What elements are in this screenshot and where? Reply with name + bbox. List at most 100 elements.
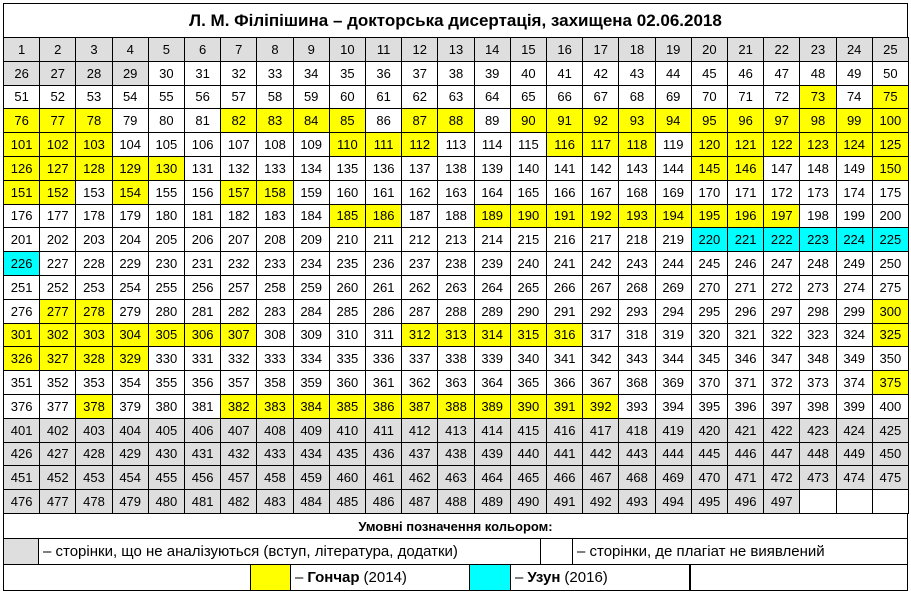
page-cell: 174 bbox=[835, 179, 873, 205]
page-cell: 233 bbox=[256, 251, 294, 276]
page-cell: 348 bbox=[799, 346, 837, 372]
page-cell: 239 bbox=[473, 251, 511, 276]
page-cell: 249 bbox=[835, 251, 873, 276]
page-cell: 393 bbox=[618, 394, 656, 419]
page-cell: 430 bbox=[147, 441, 185, 467]
page-cell: 317 bbox=[582, 322, 620, 348]
page-cell: 404 bbox=[111, 417, 149, 443]
page-cell: 305 bbox=[147, 322, 185, 348]
page-cell: 415 bbox=[509, 417, 547, 443]
page-cell: 318 bbox=[618, 322, 656, 348]
page-cell: 78 bbox=[75, 108, 113, 134]
page-cell: 315 bbox=[509, 322, 547, 348]
page-cell: 227 bbox=[39, 251, 77, 276]
page-cell: 301 bbox=[3, 322, 41, 348]
page-cell: 454 bbox=[111, 465, 149, 491]
page-cell: 265 bbox=[509, 275, 547, 300]
page-cell: 452 bbox=[39, 465, 77, 491]
page-cell: 471 bbox=[727, 465, 765, 491]
page-cell: 272 bbox=[763, 275, 801, 300]
page-cell: 369 bbox=[654, 370, 692, 395]
page-cell: 461 bbox=[365, 465, 403, 491]
page-cell: 432 bbox=[220, 441, 258, 467]
page-cell: 497 bbox=[763, 489, 801, 514]
page-cell: 199 bbox=[835, 203, 873, 229]
legend-blank bbox=[3, 564, 251, 591]
page-cell: 303 bbox=[75, 322, 113, 348]
page-cell: 59 bbox=[292, 84, 330, 110]
page-cell: 47 bbox=[763, 60, 801, 86]
page-cell: 10 bbox=[328, 37, 366, 62]
page-cell: 329 bbox=[111, 346, 149, 372]
page-cell: 283 bbox=[256, 298, 294, 324]
page-cell: 80 bbox=[147, 108, 185, 134]
page-cell: 106 bbox=[184, 132, 222, 157]
page-cell: 113 bbox=[437, 132, 475, 157]
page-cell: 44 bbox=[654, 60, 692, 86]
page-cell: 294 bbox=[654, 298, 692, 324]
page-cell: 155 bbox=[147, 179, 185, 205]
page-cell: 383 bbox=[256, 394, 294, 419]
page-cell: 455 bbox=[147, 465, 185, 491]
page-cell: 82 bbox=[220, 108, 258, 134]
page-cell: 123 bbox=[799, 132, 837, 157]
page-cell: 151 bbox=[3, 179, 41, 205]
page-cell: 69 bbox=[654, 84, 692, 110]
page-cell: 204 bbox=[111, 227, 149, 253]
page-cell: 99 bbox=[835, 108, 873, 134]
page-cell: 280 bbox=[147, 298, 185, 324]
legend-name: Гончар bbox=[307, 569, 360, 586]
page-cell: 9 bbox=[292, 37, 330, 62]
page-cell: 148 bbox=[799, 156, 837, 181]
page-cell: 255 bbox=[147, 275, 185, 300]
page-cell: 281 bbox=[184, 298, 222, 324]
page-cell: 435 bbox=[328, 441, 366, 467]
page-cell: 231 bbox=[184, 251, 222, 276]
page-cell: 209 bbox=[292, 227, 330, 253]
page-cell: 225 bbox=[871, 227, 909, 253]
page-cell: 307 bbox=[220, 322, 258, 348]
page-cell: 433 bbox=[256, 441, 294, 467]
page-cell: 309 bbox=[292, 322, 330, 348]
page-cell: 182 bbox=[220, 203, 258, 229]
page-cell: 163 bbox=[437, 179, 475, 205]
page-cell: 375 bbox=[871, 370, 909, 395]
page-cell: 358 bbox=[256, 370, 294, 395]
page-cell: 205 bbox=[147, 227, 185, 253]
page-cell: 261 bbox=[365, 275, 403, 300]
page-cell: 483 bbox=[256, 489, 294, 514]
page-cell: 138 bbox=[437, 156, 475, 181]
page-cell: 166 bbox=[546, 179, 584, 205]
page-cell: 134 bbox=[292, 156, 330, 181]
page-cell: 360 bbox=[328, 370, 366, 395]
page-cell: 141 bbox=[546, 156, 584, 181]
page-cell: 371 bbox=[727, 370, 765, 395]
page-cell: 391 bbox=[546, 394, 584, 419]
page-cell: 156 bbox=[184, 179, 222, 205]
page-cell: 94 bbox=[654, 108, 692, 134]
page-cell: 465 bbox=[509, 465, 547, 491]
page-cell: 441 bbox=[546, 441, 584, 467]
page-cell: 491 bbox=[546, 489, 584, 514]
page-cell: 76 bbox=[3, 108, 41, 134]
page-cell: 412 bbox=[401, 417, 439, 443]
page-cell: 453 bbox=[75, 465, 113, 491]
page-cell: 232 bbox=[220, 251, 258, 276]
page-cell: 120 bbox=[690, 132, 728, 157]
page-cell: 39 bbox=[473, 60, 511, 86]
page-cell: 390 bbox=[509, 394, 547, 419]
page-cell: 107 bbox=[220, 132, 258, 157]
page-cell: 339 bbox=[473, 346, 511, 372]
page-cell: 30 bbox=[147, 60, 185, 86]
page-cell: 186 bbox=[365, 203, 403, 229]
page-cell: 448 bbox=[799, 441, 837, 467]
page-cell: 367 bbox=[582, 370, 620, 395]
page-cell: 103 bbox=[75, 132, 113, 157]
page-cell: 170 bbox=[690, 179, 728, 205]
empty-cell bbox=[799, 489, 837, 514]
page-cell: 243 bbox=[618, 251, 656, 276]
page-cell: 310 bbox=[328, 322, 366, 348]
page-cell: 139 bbox=[473, 156, 511, 181]
page-cell: 302 bbox=[39, 322, 77, 348]
page-cell: 162 bbox=[401, 179, 439, 205]
